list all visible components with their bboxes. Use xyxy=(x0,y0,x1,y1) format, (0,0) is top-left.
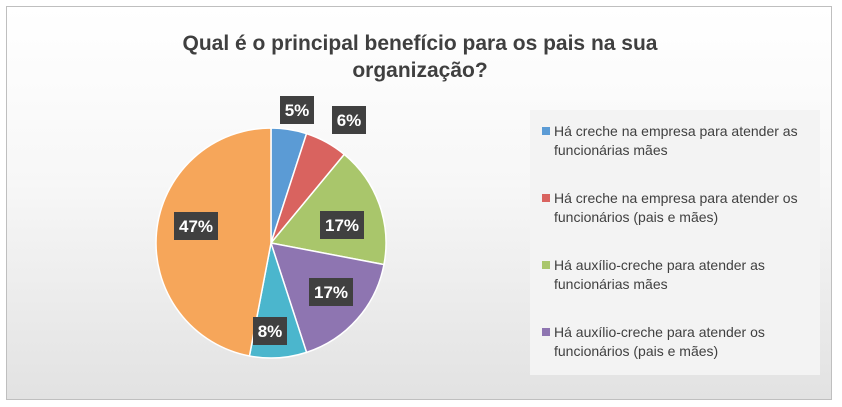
legend-item: Há creche na empresa para atender as fun… xyxy=(542,122,810,160)
legend-label: Há auxílio-creche para atender os funcio… xyxy=(554,324,765,359)
legend-swatch xyxy=(542,261,550,269)
data-label-text: 17% xyxy=(314,283,348,302)
legend-swatch xyxy=(542,194,550,202)
data-label-box xyxy=(320,211,364,239)
chart-title: Qual é o principal benefício para os pai… xyxy=(182,32,658,82)
data-label-text: 5% xyxy=(285,101,310,120)
data-label: 47% xyxy=(174,212,218,240)
data-label-text: 47% xyxy=(179,217,213,236)
data-label-box xyxy=(332,106,366,134)
legend: Há creche na empresa para atender as fun… xyxy=(530,110,820,375)
legend-item: Há creche na empresa para atender os fun… xyxy=(542,189,810,227)
data-label: 17% xyxy=(320,211,364,239)
data-label-text: 8% xyxy=(258,322,283,341)
data-label: 5% xyxy=(280,96,314,124)
data-label: 8% xyxy=(253,317,287,345)
legend-swatch xyxy=(542,127,550,135)
data-label-text: 17% xyxy=(325,216,359,235)
data-label-text: 6% xyxy=(337,111,362,130)
data-label-box xyxy=(253,317,287,345)
data-label-box xyxy=(174,212,218,240)
legend-label: Há creche na empresa para atender os fun… xyxy=(554,190,798,225)
data-label: 6% xyxy=(332,106,366,134)
data-label-box xyxy=(309,278,353,306)
legend-swatch xyxy=(542,328,550,336)
pie-slice xyxy=(155,127,272,357)
data-label-box xyxy=(280,96,314,124)
legend-label: Há creche na empresa para atender as fun… xyxy=(554,123,798,158)
legend-label: Há auxílio-creche para atender as funcio… xyxy=(554,257,765,292)
data-label: 17% xyxy=(309,278,353,306)
legend-item: Há auxílio-creche para atender as funcio… xyxy=(542,256,810,294)
legend-item: Há auxílio-creche para atender os funcio… xyxy=(542,323,810,361)
